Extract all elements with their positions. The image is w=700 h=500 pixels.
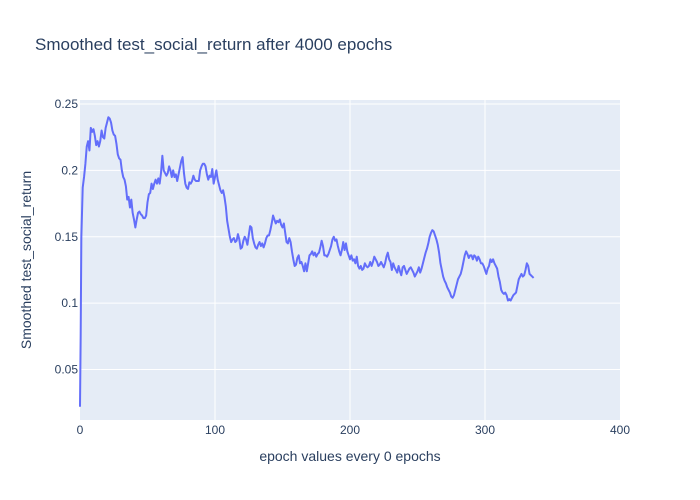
series-layer xyxy=(79,116,535,407)
y-tick-label: 0.05 xyxy=(55,363,79,377)
y-tick-label: 0.25 xyxy=(55,97,79,111)
x-tick-label: 400 xyxy=(610,423,630,437)
x-tick-label: 200 xyxy=(340,423,360,437)
y-tick-labels: 0.05 0.1 0.15 0.2 0.25 xyxy=(55,97,79,377)
x-axis-title: epoch values every 0 epochs xyxy=(259,448,440,464)
chart-title: Smoothed test_social_return after 4000 e… xyxy=(35,35,392,54)
x-tick-labels: 0 100 200 300 400 xyxy=(77,423,631,437)
x-tick-label: 0 xyxy=(77,423,84,437)
x-tick-label: 300 xyxy=(475,423,495,437)
y-axis-title: Smoothed test_social_return xyxy=(18,171,34,349)
y-tick-label: 0.2 xyxy=(61,163,78,177)
x-tick-label: 100 xyxy=(205,423,225,437)
y-tick-label: 0.1 xyxy=(61,296,78,310)
series-line xyxy=(79,116,535,407)
y-tick-label: 0.15 xyxy=(55,230,79,244)
